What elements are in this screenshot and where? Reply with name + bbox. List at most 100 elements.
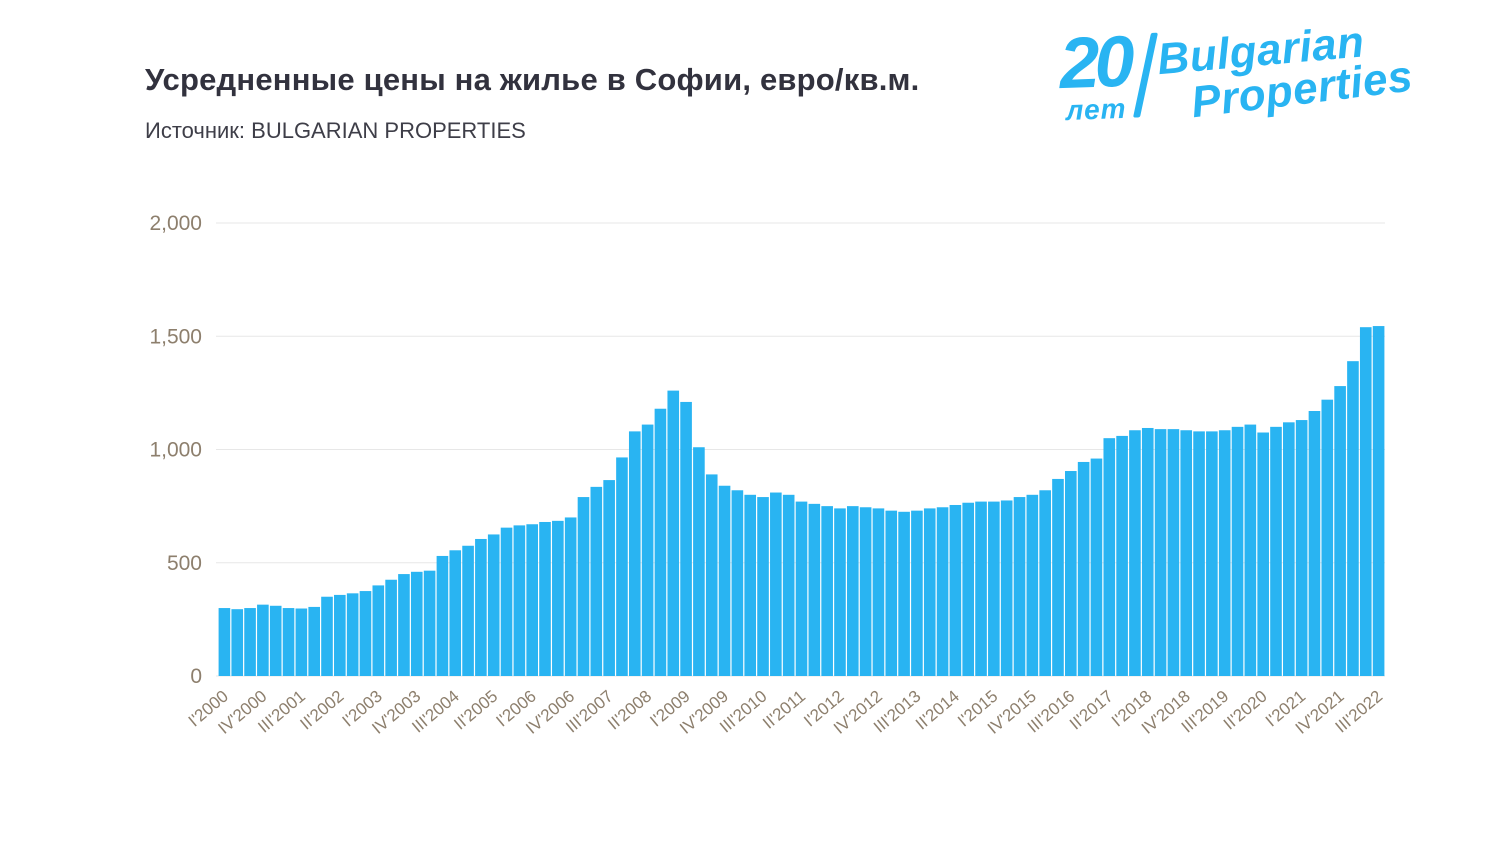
logo-years-word: лет [1065,93,1128,127]
bar [936,507,949,676]
bar [680,401,692,676]
bar [1218,430,1231,676]
bar [1270,426,1282,676]
bar [1308,411,1321,676]
bar [539,521,551,676]
bar [846,506,859,677]
logo-number: 20 [1058,21,1132,105]
bar [667,390,680,676]
bar [1347,361,1359,676]
bar [346,593,359,676]
x-axis-tick-label: II'2002 [296,687,347,734]
bar [782,494,795,676]
bar [821,506,833,677]
bar [731,490,744,676]
bar [231,609,244,676]
x-axis-tick-label: II'2020 [1220,687,1271,734]
bar [1244,424,1257,676]
bar [641,424,654,676]
y-axis-tick-label: 1,000 [149,439,202,462]
bar [898,511,910,676]
bar [513,525,526,676]
bar [552,520,564,676]
bar [1283,422,1295,676]
bar [1154,429,1167,676]
bar [1141,427,1154,676]
bar [475,538,487,676]
bar [949,504,962,676]
bar [911,510,923,676]
x-axis-tick-label: II'2005 [450,687,501,734]
bar [372,585,385,676]
bar [1231,426,1244,676]
bar [795,501,808,676]
price-chart-svg: 05001,0001,5002,000I'2000IV'2000III'2001… [149,212,1386,738]
bar [872,508,885,676]
bar [808,503,821,676]
bar [654,408,667,676]
x-axis-tick-label: II'2017 [1066,687,1117,734]
bar [385,579,397,676]
bar [1013,497,1026,676]
bar [359,591,372,676]
bar [449,550,462,676]
bar [334,594,346,676]
bar [1321,399,1334,676]
bar [500,527,513,676]
bar [1026,494,1039,676]
y-axis-tick-label: 2,000 [149,212,202,235]
bar [1372,326,1385,676]
bar [295,608,308,676]
bar [308,606,320,676]
bar [577,497,590,676]
bar [859,507,872,676]
page-title: Усредненные цены на жилье в Софии, евро/… [145,62,920,97]
bar [923,508,936,676]
y-axis-tick-label: 500 [167,552,202,575]
bar [590,486,603,676]
bar [757,497,769,676]
bar [257,604,269,676]
bar [282,608,295,676]
bar [1180,430,1193,676]
bar [988,501,1000,676]
bar [1359,327,1372,676]
bar [398,574,410,676]
bar [1052,478,1064,676]
bar [321,596,333,676]
bar [975,501,987,676]
bar [1334,386,1346,676]
bar [962,502,975,676]
bar [718,485,731,676]
logo-20-years: 20 лет [1058,21,1132,127]
bar [705,474,718,676]
y-axis-tick-label: 1,500 [149,325,202,348]
bar [1206,431,1218,676]
bar [603,480,615,676]
bar [526,524,538,676]
x-axis-tick-label: II'2014 [912,687,963,734]
bar [628,431,641,676]
source-label: Источник: BULGARIAN PROPERTIES [145,118,526,143]
bar [1000,500,1013,676]
bar [410,571,423,676]
bar [462,545,474,676]
bar [1193,431,1205,676]
bar [269,605,282,676]
bar [770,492,782,676]
bar [1077,461,1090,676]
y-axis-tick-label: 0 [190,665,202,688]
bar [1103,438,1116,676]
bar [616,457,628,676]
bar [693,447,705,676]
bar [1257,432,1269,676]
bar [487,534,500,676]
logo-divider-bar [1133,32,1159,118]
logo-brand: Bulgarian Properties [1156,17,1416,127]
bar [1295,420,1308,676]
bar [1039,490,1051,676]
x-axis-tick-label: II'2008 [604,687,655,734]
bar [423,570,436,676]
bar [885,510,898,676]
